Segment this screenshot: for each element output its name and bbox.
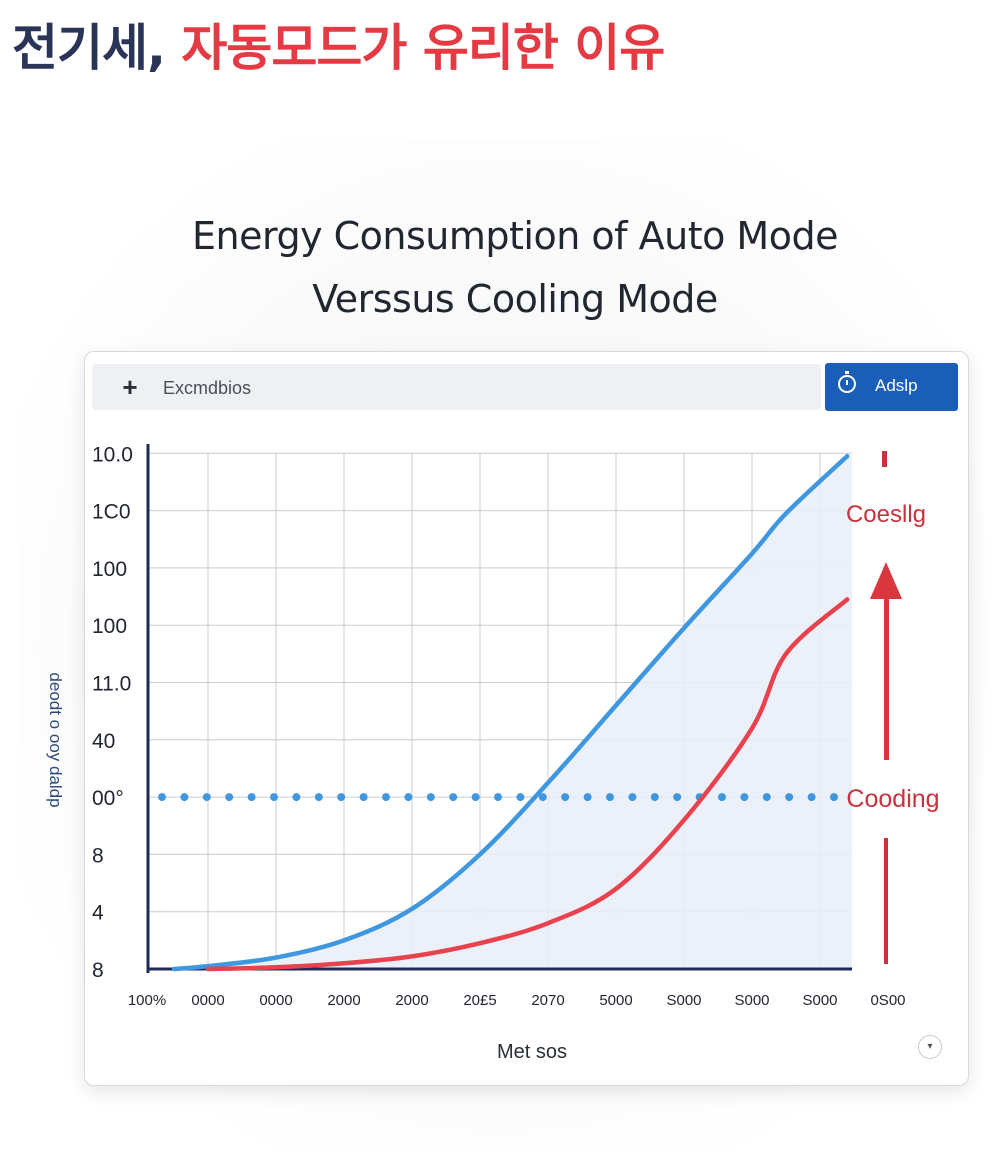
series-lines [171, 453, 850, 972]
reference-dot [337, 793, 346, 802]
headline-part-1: 전기세, [12, 19, 166, 77]
y-tick-label: 40 [92, 730, 115, 753]
reference-dot [404, 793, 413, 802]
reference-dot [314, 793, 323, 802]
series-line-cooling [205, 597, 850, 972]
x-tick-label: 2070 [531, 992, 564, 1009]
annotation-marker-top [882, 451, 887, 467]
chart-title-line-2: Verssus Cooling Mode [312, 277, 718, 321]
y-tick-label: 8 [92, 844, 104, 867]
reference-dot [718, 793, 726, 802]
reference-dot [426, 793, 435, 802]
reference-dot [673, 793, 682, 802]
chart-title: Energy Consumption of Auto Mode Verssus … [0, 205, 1006, 331]
timer-icon [838, 371, 856, 393]
x-tick-label: 20£5 [463, 992, 496, 1009]
x-tick-label: 100% [128, 992, 166, 1009]
reference-dot [538, 793, 547, 802]
chevron-down-icon[interactable]: ▾ [918, 1035, 942, 1059]
y-tick-label: 8 [92, 959, 104, 982]
y-tick-label: 1C0 [92, 501, 131, 524]
annotation-cooling: Cooding [846, 785, 939, 813]
adjust-button[interactable]: Adslp [825, 363, 958, 411]
reference-dot [359, 793, 368, 802]
reference-dot [583, 793, 592, 802]
reference-dot [785, 793, 794, 802]
y-tick-label: 100 [92, 615, 127, 638]
reference-dot [180, 793, 189, 802]
headline-part-2: 자동모드가 유리한 이유 [181, 19, 665, 77]
reference-dot [158, 793, 166, 802]
reference-dot [382, 793, 390, 802]
reference-dot [225, 793, 234, 802]
y-tick-label: 00° [92, 787, 124, 810]
reference-dot [740, 793, 749, 802]
reference-dot [650, 793, 659, 802]
y-tick-label: 100 [92, 558, 127, 581]
reference-dot [471, 793, 480, 802]
reference-dot [762, 793, 771, 802]
reference-dot [561, 793, 570, 802]
y-tick-label: 10.0 [92, 443, 133, 466]
annotation-marker-bottom [884, 838, 888, 964]
x-tick-label: 0S00 [870, 992, 905, 1009]
page-headline: 전기세, 자동모드가 유리한 이유 [12, 8, 665, 80]
reference-dot [830, 793, 838, 802]
x-tick-label: 5000 [599, 992, 632, 1009]
tick-labels: 10.0 1C0 100 100 11.0 40 00° 8 4 8 100% 0000 0000 200… [92, 443, 906, 1009]
reference-dotted-line [158, 793, 838, 802]
auto-mode-area [174, 456, 852, 969]
y-tick-label: 11.0 [92, 673, 131, 696]
reference-dot [628, 793, 637, 802]
series-line-auto [171, 453, 850, 972]
reference-dot [606, 793, 614, 802]
reference-dot [202, 793, 211, 802]
reference-dot [516, 793, 525, 802]
x-tick-label: 2000 [327, 992, 360, 1009]
upward-arrow-head [870, 562, 902, 599]
reference-dot [807, 793, 816, 802]
x-tick-label: S000 [802, 992, 837, 1009]
x-tick-label: 0000 [259, 992, 292, 1009]
toolbar-label: Excmdbios [163, 378, 252, 398]
annotation-auto: Coesllg [846, 501, 926, 528]
chart-toolbar [92, 364, 821, 410]
x-axis-label: Met sos [497, 1041, 567, 1063]
adjust-button-label: Adslp [875, 376, 918, 395]
reference-dot [449, 793, 458, 802]
reference-dot [494, 793, 502, 802]
x-tick-label: S000 [666, 992, 701, 1009]
x-tick-label: 0000 [191, 992, 224, 1009]
plus-icon[interactable]: + [122, 372, 138, 402]
x-tick-label: S000 [734, 992, 769, 1009]
x-tick-label: 2000 [395, 992, 428, 1009]
reference-dot [292, 793, 301, 802]
reference-dot [247, 793, 256, 802]
chart-title-line-1: Energy Consumption of Auto Mode [192, 214, 838, 258]
y-axis-label: deodt o ooy daldp [46, 672, 65, 807]
annotations: Coesllg Cooding [846, 451, 940, 964]
reference-dot [270, 793, 278, 802]
upward-arrow-shaft [884, 596, 889, 760]
y-tick-label: 4 [92, 902, 104, 925]
